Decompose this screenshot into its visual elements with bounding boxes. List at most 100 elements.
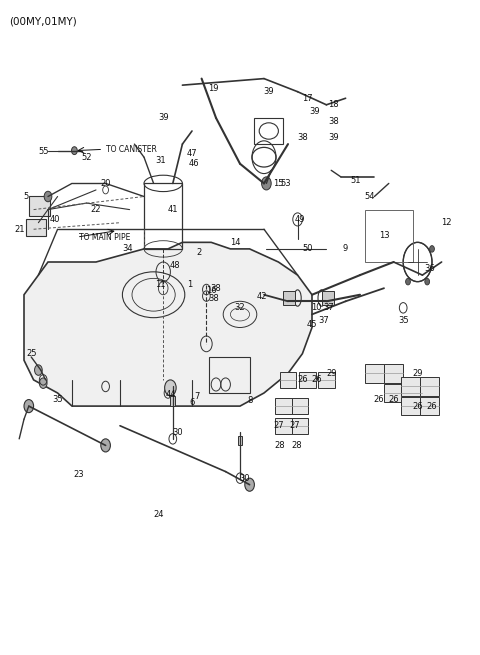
Bar: [275, 398, 292, 415]
Text: 29: 29: [412, 369, 423, 378]
Bar: [318, 372, 335, 388]
Text: 20: 20: [100, 179, 111, 188]
Circle shape: [35, 365, 42, 375]
PathPatch shape: [24, 242, 312, 406]
Text: 52: 52: [81, 153, 92, 162]
Circle shape: [101, 439, 110, 452]
Text: 10: 10: [312, 303, 322, 312]
Circle shape: [262, 177, 271, 190]
Text: 46: 46: [189, 159, 200, 168]
Bar: [420, 377, 439, 396]
Bar: [420, 397, 439, 415]
Bar: [365, 210, 413, 262]
Text: 28: 28: [291, 441, 302, 450]
Text: 28: 28: [275, 441, 285, 450]
Bar: [292, 398, 309, 415]
Text: 17: 17: [302, 94, 312, 103]
Bar: [144, 183, 182, 249]
Bar: [365, 364, 384, 383]
Bar: [279, 372, 297, 388]
Text: 9: 9: [343, 244, 348, 253]
Text: 39: 39: [328, 133, 339, 142]
Text: 2: 2: [197, 248, 202, 257]
Circle shape: [44, 191, 52, 202]
Bar: [322, 291, 334, 305]
Text: 30: 30: [240, 474, 250, 483]
Text: 14: 14: [230, 238, 240, 247]
Text: 38: 38: [328, 117, 339, 126]
Text: 7: 7: [194, 392, 200, 401]
Text: 18: 18: [328, 100, 339, 109]
Bar: [299, 372, 316, 388]
Text: 26: 26: [374, 395, 384, 404]
Text: 36: 36: [424, 264, 435, 273]
Bar: [26, 219, 46, 236]
Text: 37: 37: [319, 316, 329, 326]
Text: 55: 55: [38, 147, 48, 157]
Circle shape: [430, 246, 434, 252]
Text: TO MAIN PIPE: TO MAIN PIPE: [79, 233, 131, 242]
Text: 26: 26: [427, 402, 437, 411]
Text: (00MY,01MY): (00MY,01MY): [10, 16, 77, 26]
Bar: [384, 364, 403, 383]
Text: 23: 23: [74, 470, 84, 479]
Text: 39: 39: [158, 113, 168, 122]
Text: 16: 16: [206, 286, 216, 295]
Bar: [292, 418, 309, 434]
Bar: [170, 396, 175, 406]
Text: 8: 8: [247, 396, 252, 405]
Text: 39: 39: [309, 107, 320, 116]
Text: 42: 42: [256, 291, 267, 301]
Bar: [275, 418, 292, 434]
Text: 53: 53: [280, 179, 291, 188]
Text: 26: 26: [388, 395, 399, 404]
Text: 26: 26: [297, 375, 308, 384]
Text: 27: 27: [273, 421, 284, 430]
Text: 13: 13: [379, 231, 389, 240]
Text: 29: 29: [326, 369, 336, 378]
Text: 30: 30: [172, 428, 183, 437]
Circle shape: [245, 478, 254, 491]
Text: 51: 51: [350, 176, 360, 185]
Text: 24: 24: [153, 510, 164, 519]
Text: 27: 27: [290, 421, 300, 430]
Text: 48: 48: [170, 261, 180, 270]
Text: 26: 26: [312, 375, 322, 384]
Text: 44: 44: [165, 390, 176, 399]
Circle shape: [39, 378, 47, 388]
Bar: [401, 377, 420, 396]
Text: 45: 45: [307, 320, 317, 329]
Bar: [401, 397, 420, 415]
Bar: [384, 384, 403, 402]
Bar: [209, 357, 250, 393]
Circle shape: [72, 147, 77, 155]
Bar: [254, 118, 283, 144]
Text: 19: 19: [208, 84, 219, 93]
Text: 5: 5: [24, 192, 29, 201]
Text: 34: 34: [122, 244, 132, 253]
Text: 35: 35: [398, 316, 408, 326]
Text: 40: 40: [50, 215, 60, 224]
Circle shape: [406, 278, 410, 285]
Text: 41: 41: [168, 205, 178, 214]
Text: 12: 12: [441, 218, 452, 227]
Text: 49: 49: [295, 215, 305, 224]
Text: 32: 32: [235, 303, 245, 312]
Bar: [403, 384, 422, 402]
Bar: [238, 436, 242, 445]
Text: 35: 35: [52, 395, 63, 404]
Text: 11: 11: [156, 280, 166, 290]
Text: 1: 1: [187, 280, 192, 290]
Text: 50: 50: [302, 244, 312, 253]
Text: 26: 26: [412, 402, 423, 411]
Text: 15: 15: [273, 179, 284, 188]
Circle shape: [425, 278, 430, 285]
Text: 38: 38: [211, 284, 221, 293]
Text: 38: 38: [297, 133, 308, 142]
Text: 54: 54: [364, 192, 375, 201]
Text: 21: 21: [14, 225, 24, 234]
Circle shape: [165, 380, 176, 396]
Text: 38: 38: [208, 293, 219, 303]
Text: 6: 6: [189, 398, 195, 407]
Text: 22: 22: [91, 205, 101, 214]
